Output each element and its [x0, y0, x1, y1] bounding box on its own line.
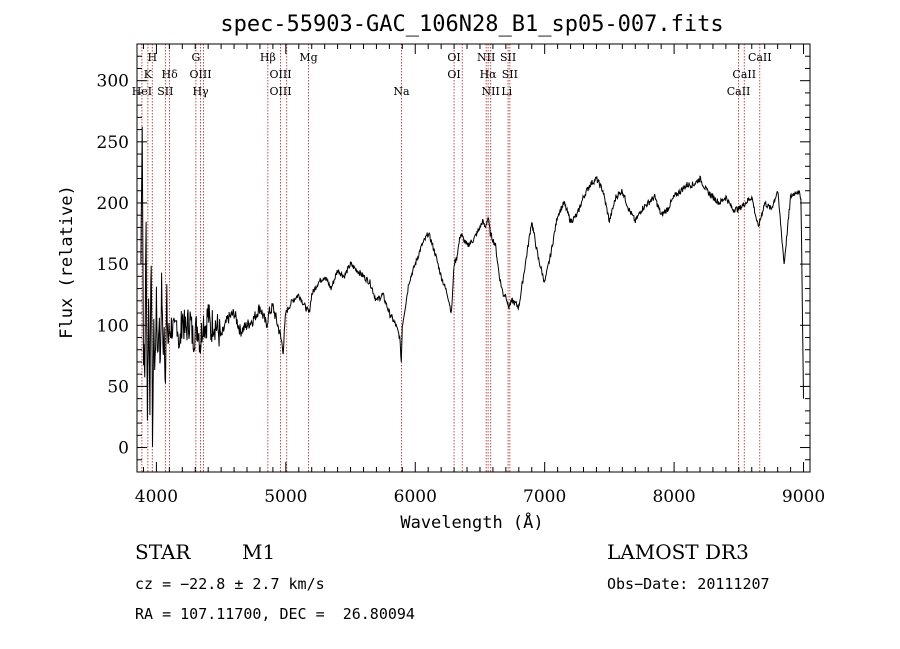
line-label: Mg [299, 51, 317, 64]
x-tick-label: 9000 [782, 487, 825, 507]
plot-frame [136, 43, 811, 473]
line-label: CaII [727, 85, 751, 98]
line-label: CaII [732, 68, 756, 81]
line-label: OI [447, 51, 460, 64]
line-label: OIII [269, 68, 291, 81]
line-label: Hα [480, 68, 498, 81]
line-markers: KH HeI SII Hδ G OIII Hγ Hβ OIII OIII Mg Na OI OI NII Hα… [132, 44, 772, 472]
line-label: Na [393, 85, 410, 98]
line-label: OIII [269, 85, 291, 98]
axis-ticks: 4000 5000 6000 7000 8000 9000 0 50 100 150 200 250 3… [97, 43, 825, 507]
object-class: STAR [135, 540, 191, 564]
line-label: Hδ [162, 68, 179, 81]
y-tick-label: 250 [97, 133, 129, 153]
x-tick-label: 4000 [135, 487, 178, 507]
line-label: Hβ [260, 51, 276, 64]
redshift-cz: cz = −22.8 ± 2.7 km/s [135, 575, 325, 593]
line-label: HeI [132, 85, 152, 98]
line-label: OI [447, 68, 460, 81]
obs-date: Obs−Date: 20111207 [607, 575, 770, 593]
x-tick-label: 7000 [523, 487, 566, 507]
line-label: OIII [190, 68, 212, 81]
line-label: Hγ [192, 85, 209, 98]
ra-dec: RA = 107.11700, DEC = 26.80094 [135, 605, 415, 623]
chart-title: spec-55903-GAC_106N28_B1_sp05-007.fits [220, 12, 723, 37]
line-label: NII [477, 51, 495, 64]
line-label: Li [501, 85, 512, 98]
x-tick-label: 5000 [264, 487, 307, 507]
line-label: SII [157, 85, 173, 98]
x-tick-label: 6000 [394, 487, 437, 507]
line-label: G [191, 51, 200, 64]
line-label: SII [502, 68, 518, 81]
y-axis-label: Flux (relative) [57, 185, 77, 339]
survey-name: LAMOST DR3 [607, 540, 749, 564]
object-subclass: M1 [242, 540, 276, 564]
y-tick-label: 200 [97, 194, 129, 214]
y-tick-label: 50 [107, 377, 129, 397]
y-tick-label: 300 [97, 72, 129, 92]
x-axis-label: Wavelength (Å) [400, 511, 543, 533]
x-tick-label: 8000 [652, 487, 695, 507]
line-label: K [144, 68, 153, 81]
y-tick-label: 100 [97, 316, 129, 336]
spectrum-line [140, 126, 804, 447]
line-label: SII [500, 51, 516, 64]
line-label: CaII [748, 51, 772, 64]
line-label: H [147, 51, 157, 64]
y-tick-label: 150 [97, 255, 129, 275]
line-label: NII [482, 85, 500, 98]
y-tick-label: 0 [118, 439, 129, 459]
